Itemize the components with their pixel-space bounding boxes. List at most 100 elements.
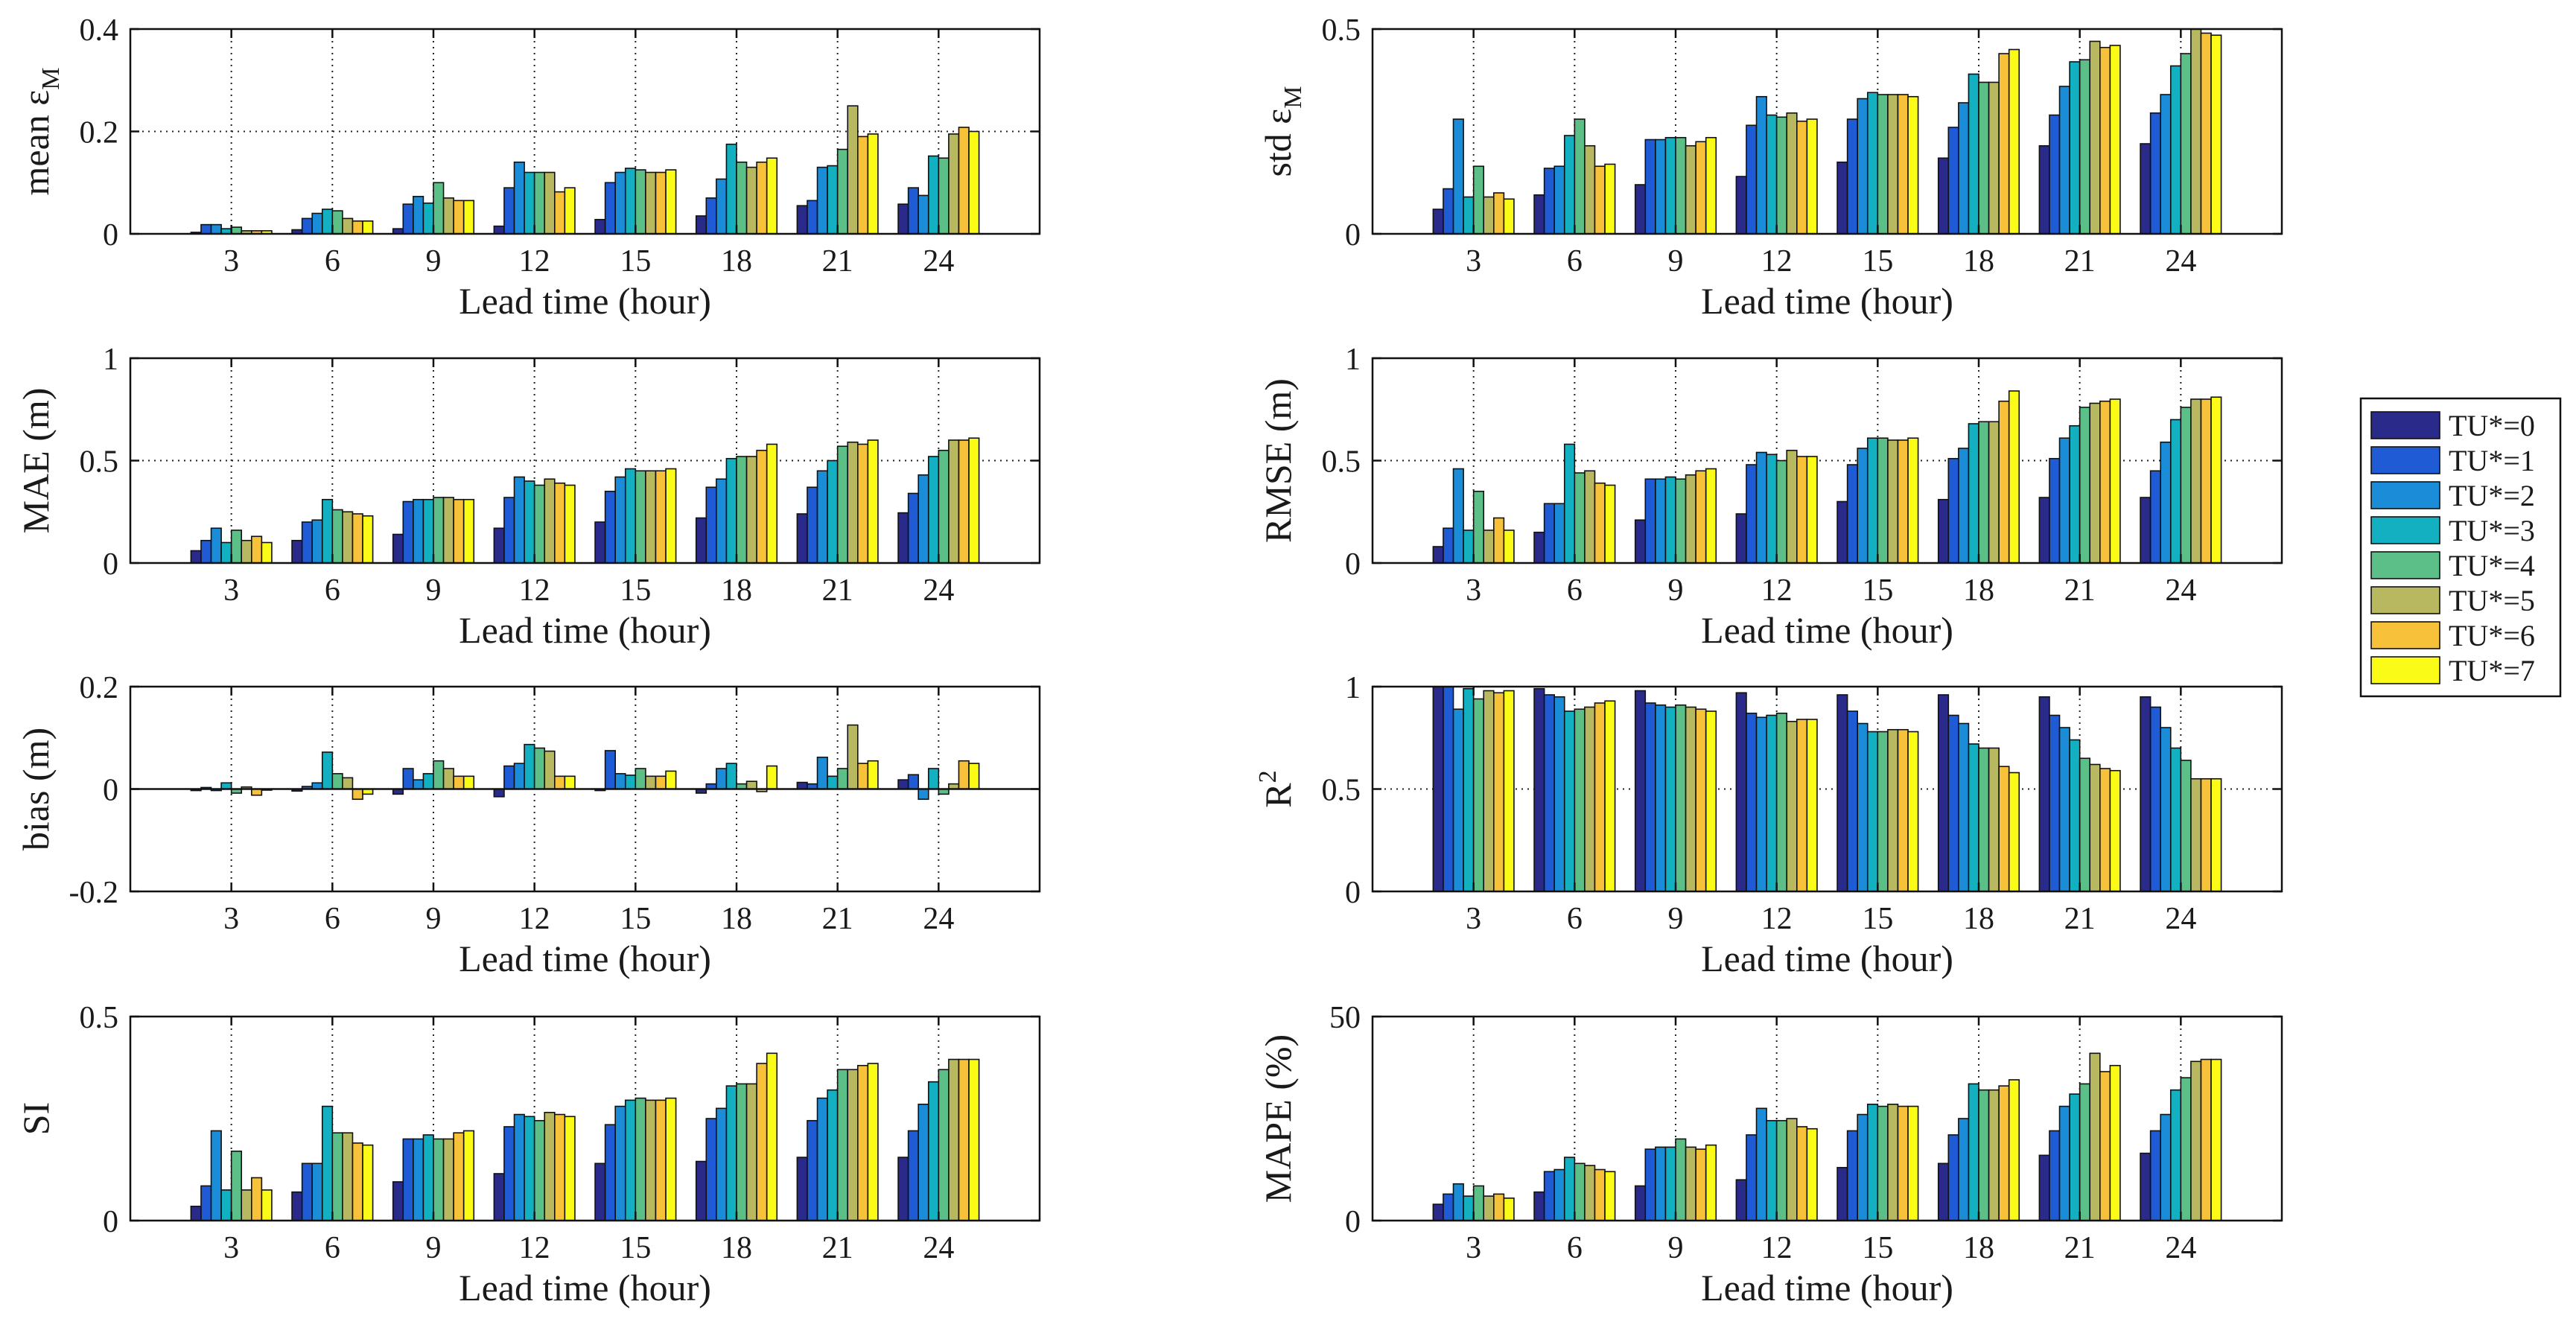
bar <box>867 133 879 235</box>
bar <box>897 203 909 235</box>
bar <box>1755 716 1767 892</box>
bar <box>1472 1185 1485 1221</box>
x-tick-label: 15 <box>1862 573 1893 608</box>
bar <box>1998 400 2010 564</box>
x-tick-label: 3 <box>223 244 239 279</box>
bar <box>1866 1104 1879 1221</box>
bar <box>725 1085 737 1221</box>
bar <box>2160 727 2172 892</box>
legend-entry: TU*=3 <box>2449 514 2535 547</box>
bar <box>1443 686 1454 892</box>
bar <box>524 1116 535 1221</box>
bar <box>1533 194 1545 235</box>
bar <box>442 1138 454 1221</box>
bar <box>665 169 677 235</box>
bar <box>200 223 212 235</box>
bar <box>1998 766 2010 892</box>
bar <box>241 539 252 564</box>
bar <box>1978 421 1990 564</box>
bar <box>2210 1058 2222 1221</box>
bar <box>1937 1163 1950 1221</box>
bar <box>2210 777 2222 892</box>
bar <box>1493 517 1505 564</box>
y-axis-label: MAE (m) <box>15 388 57 534</box>
bar <box>847 441 859 564</box>
bar <box>2069 1093 2081 1221</box>
bar <box>1766 114 1778 235</box>
bar <box>1533 1191 1545 1221</box>
bar <box>716 1107 728 1221</box>
bar <box>1574 118 1586 235</box>
bar <box>695 517 707 564</box>
x-axis-label: Lead time (hour) <box>459 938 711 979</box>
x-tick-label: 24 <box>923 244 954 279</box>
bar <box>2160 441 2172 564</box>
bar <box>716 478 728 564</box>
bar <box>1958 102 1970 235</box>
bar <box>462 498 475 564</box>
bar <box>2008 390 2020 564</box>
bar <box>1958 448 1970 564</box>
bar <box>816 1097 828 1221</box>
bar <box>604 490 617 564</box>
bar <box>1887 728 1899 892</box>
x-tick-label: 6 <box>325 573 340 608</box>
x-tick-label: 24 <box>2165 573 2196 608</box>
x-tick-label: 18 <box>721 573 752 608</box>
bar <box>1553 165 1565 235</box>
bar <box>321 751 334 790</box>
bar <box>1664 706 1676 892</box>
bar <box>847 724 859 790</box>
bar <box>533 484 546 564</box>
bar <box>1907 731 1919 892</box>
legend-swatch <box>2370 586 2440 614</box>
bar <box>190 550 202 564</box>
x-tick-label: 21 <box>822 902 853 936</box>
bar <box>1897 439 1909 564</box>
bar <box>635 169 646 235</box>
bar <box>1775 459 1788 564</box>
bar <box>917 788 929 801</box>
bar <box>766 765 778 790</box>
bar <box>524 171 535 235</box>
bar <box>1746 124 1758 235</box>
y-tick-label: 1 <box>1345 343 1361 377</box>
bar <box>402 1138 414 1221</box>
bar <box>796 1157 808 1221</box>
bar <box>1806 456 1818 564</box>
bar <box>938 157 950 235</box>
bar <box>2140 696 2152 892</box>
bar <box>1796 1126 1808 1221</box>
bar <box>392 1181 404 1221</box>
bar <box>958 127 970 235</box>
bar <box>1503 529 1515 564</box>
bar <box>624 1099 637 1221</box>
x-tick-label: 12 <box>1761 244 1793 279</box>
bar <box>1766 1119 1778 1221</box>
bar <box>1634 519 1647 564</box>
y-axis-label: RMSE (m) <box>1257 378 1299 543</box>
bar <box>493 225 505 235</box>
bar <box>857 1064 869 1221</box>
x-tick-label: 6 <box>1567 244 1583 279</box>
bar <box>2038 1154 2050 1221</box>
bar <box>210 1130 222 1221</box>
bar <box>352 788 363 801</box>
axes-frame <box>1371 28 2283 235</box>
bar <box>1695 470 1707 564</box>
bar <box>1493 692 1505 892</box>
bar <box>1655 704 1667 892</box>
bar <box>433 760 445 790</box>
bar <box>1705 710 1717 892</box>
bar <box>311 519 323 564</box>
bar <box>1796 456 1808 564</box>
y-axis-label: R2 <box>1254 770 1299 807</box>
bar <box>624 468 637 564</box>
bar <box>2169 419 2182 564</box>
bar <box>2049 457 2061 564</box>
subplot-6: 0 0.5 3 6 9 12 15 18 21 24 Lead time (hour) SI <box>15 1001 1041 1308</box>
bar <box>1947 714 1959 892</box>
bar <box>1887 439 1899 564</box>
bar <box>2058 86 2070 235</box>
